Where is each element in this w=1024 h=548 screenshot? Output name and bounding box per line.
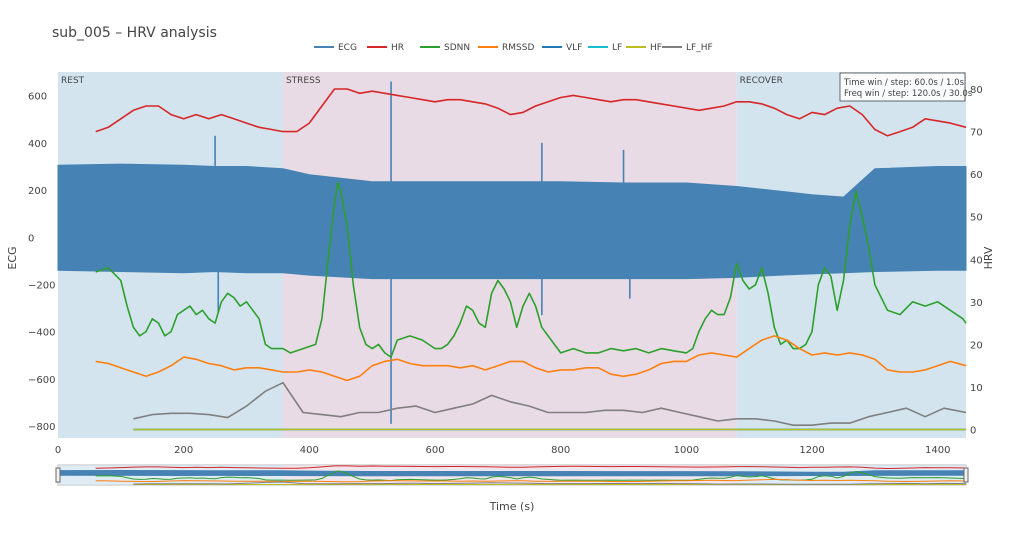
chart-title: sub_005 – HRV analysis xyxy=(52,25,217,41)
annotation-line: Freq win / step: 120.0s / 30.0s xyxy=(844,89,973,99)
x-tick-label: 1200 xyxy=(799,445,824,456)
x-tick-label: 200 xyxy=(174,445,193,456)
y-right-tick-label: 10 xyxy=(970,383,983,394)
series-line-hr xyxy=(95,88,967,137)
legend-label-lf_hf: LF_HF xyxy=(686,43,713,53)
y-left-tick-label: 200 xyxy=(28,186,47,197)
y-left-tick-label: −600 xyxy=(28,375,55,386)
phase-label-rest: REST xyxy=(61,76,85,86)
range-slider-line-lf_hf xyxy=(133,481,967,485)
legend-label-hf: HF xyxy=(650,43,662,53)
legend-item-sdnn[interactable]: SDNN xyxy=(420,43,470,53)
legend-item-vlf[interactable]: VLF xyxy=(542,43,582,53)
series-line-lf_hf xyxy=(133,381,967,427)
y-right-tick-label: 0 xyxy=(970,425,976,436)
y-right-tick-label: 60 xyxy=(970,170,983,181)
y-right-tick-label: 30 xyxy=(970,298,983,309)
range-slider-line-rmssd xyxy=(95,478,967,483)
x-axis-label: Time (s) xyxy=(489,500,535,513)
phase-label-recover: RECOVER xyxy=(740,76,783,86)
y-right-tick-label: 40 xyxy=(970,255,983,266)
ecg-trace xyxy=(57,81,967,424)
annotation-line: Time win / step: 60.0s / 1.0s xyxy=(843,78,965,88)
legend-label-vlf: VLF xyxy=(566,43,582,53)
y-right-tick-label: 70 xyxy=(970,128,983,139)
y-left-tick-label: −400 xyxy=(28,328,55,339)
ecg-signal-band xyxy=(57,163,967,280)
phase-label-stress: STRESS xyxy=(286,76,321,86)
x-tick-label: 400 xyxy=(300,445,319,456)
y-left-tick-label: −800 xyxy=(28,422,55,433)
range-slider-line-hr xyxy=(95,465,967,470)
x-tick-label: 1000 xyxy=(674,445,699,456)
y-left-tick-label: 600 xyxy=(28,92,47,103)
y-left-tick-label: −200 xyxy=(28,281,55,292)
y-right-tick-label: 50 xyxy=(970,213,983,224)
legend[interactable]: ECG HR SDNN RMSSD VLF LF HF LF_HF xyxy=(314,43,713,53)
axes: 0 200 400 600 800 1000 1200 14006004002000−200−… xyxy=(28,85,983,456)
y-axis-label-right: HRV xyxy=(982,246,995,269)
x-tick-label: 800 xyxy=(551,445,570,456)
y-left-tick-label: 400 xyxy=(28,139,47,150)
range-slider-ecg xyxy=(58,470,966,477)
x-tick-label: 0 xyxy=(55,445,61,456)
range-slider[interactable] xyxy=(55,464,969,486)
y-axis-label-left: ECG xyxy=(6,246,19,269)
y-right-tick-label: 20 xyxy=(970,340,983,351)
range-slider-handle-right[interactable] xyxy=(963,467,969,483)
y-left-tick-label: 0 xyxy=(28,233,34,244)
y-right-tick-label: 80 xyxy=(970,85,983,96)
legend-item-ecg[interactable]: ECG xyxy=(314,43,357,53)
legend-item-rmssd[interactable]: RMSSD xyxy=(478,43,534,53)
legend-item-lf[interactable]: LF xyxy=(588,43,622,53)
x-tick-label: 1400 xyxy=(925,445,950,456)
x-tick-label: 600 xyxy=(425,445,444,456)
legend-label-lf: LF xyxy=(612,43,622,53)
legend-label-ecg: ECG xyxy=(338,43,357,53)
range-slider-handle-left[interactable] xyxy=(55,467,61,483)
legend-item-hf[interactable]: HF xyxy=(626,43,662,53)
series-line-sdnn xyxy=(95,181,967,358)
legend-label-hr: HR xyxy=(391,43,404,53)
legend-item-lf_hf[interactable]: LF_HF xyxy=(662,43,713,53)
annotation-box xyxy=(839,72,966,102)
hrv-lines xyxy=(95,88,967,431)
series-line-rmssd xyxy=(95,335,967,382)
legend-item-hr[interactable]: HR xyxy=(367,43,404,53)
legend-label-sdnn: SDNN xyxy=(444,43,470,53)
legend-label-rmssd: RMSSD xyxy=(502,43,534,53)
